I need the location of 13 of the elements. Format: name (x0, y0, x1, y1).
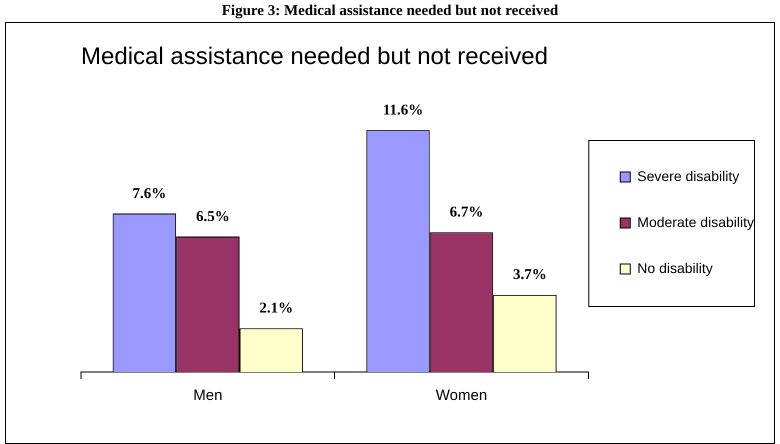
chart-title: Figure 3: Medical assistance needed but not received (220, 2, 560, 21)
chart-subtitle: Medical assistance needed but not received (81, 43, 548, 70)
x-tick-label: Men (193, 387, 222, 404)
data-label: 6.7% (450, 204, 484, 221)
legend-label: Moderate disability (637, 214, 754, 230)
data-label: 6.5% (196, 208, 230, 225)
data-label: 7.6% (132, 186, 166, 202)
data-label: 3.7% (512, 267, 547, 284)
legend-label: Severe disability (637, 168, 740, 184)
data-label: 11.6% (382, 102, 424, 119)
data-label: 2.1% (259, 300, 294, 317)
x-tick-label: Women (436, 387, 488, 404)
legend-label: No disability (637, 260, 713, 276)
